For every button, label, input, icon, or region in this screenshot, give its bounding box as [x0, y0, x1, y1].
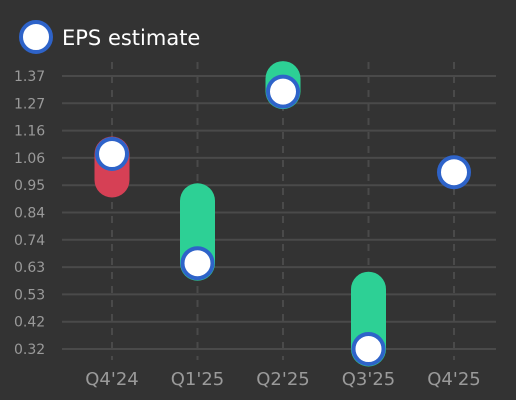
eps-estimate-point [351, 332, 386, 366]
eps-estimate-point [266, 74, 300, 109]
markers-layer [95, 74, 471, 366]
x-tick-label: Q4'25 [427, 369, 480, 390]
x-tick-label: Q2'25 [256, 369, 309, 390]
x-tick-label: Q1'25 [171, 369, 224, 390]
y-tick-label: 0.95 [14, 178, 45, 194]
y-tick-label: 1.06 [14, 151, 45, 167]
y-tick-label: 0.32 [14, 342, 45, 358]
bars-layer [94, 61, 386, 367]
y-tick-label: 0.42 [14, 315, 45, 331]
y-tick-label: 0.84 [14, 206, 45, 222]
legend-label: EPS estimate [62, 26, 200, 50]
eps-estimate-point [180, 246, 215, 281]
axis-layer: 1.37 1.27 1.16 1.06 0.95 0.84 0.74 0.63 0.53 0.42… [14, 69, 481, 390]
y-tick-label: 0.63 [14, 260, 45, 276]
y-tick-label: 1.27 [14, 96, 45, 112]
eps-estimate-point [437, 155, 471, 190]
grid-layer [62, 62, 496, 360]
legend-marker [19, 20, 53, 54]
y-tick-label: 0.53 [14, 287, 45, 303]
y-tick-label: 0.74 [14, 233, 45, 249]
eps-estimate-point [95, 137, 129, 171]
y-tick-label: 1.16 [14, 124, 45, 140]
legend: EPS estimate [19, 20, 200, 54]
y-tick-label: 1.37 [14, 69, 45, 85]
x-tick-label: Q3'25 [342, 369, 395, 390]
x-tick-label: Q4'24 [85, 369, 138, 390]
